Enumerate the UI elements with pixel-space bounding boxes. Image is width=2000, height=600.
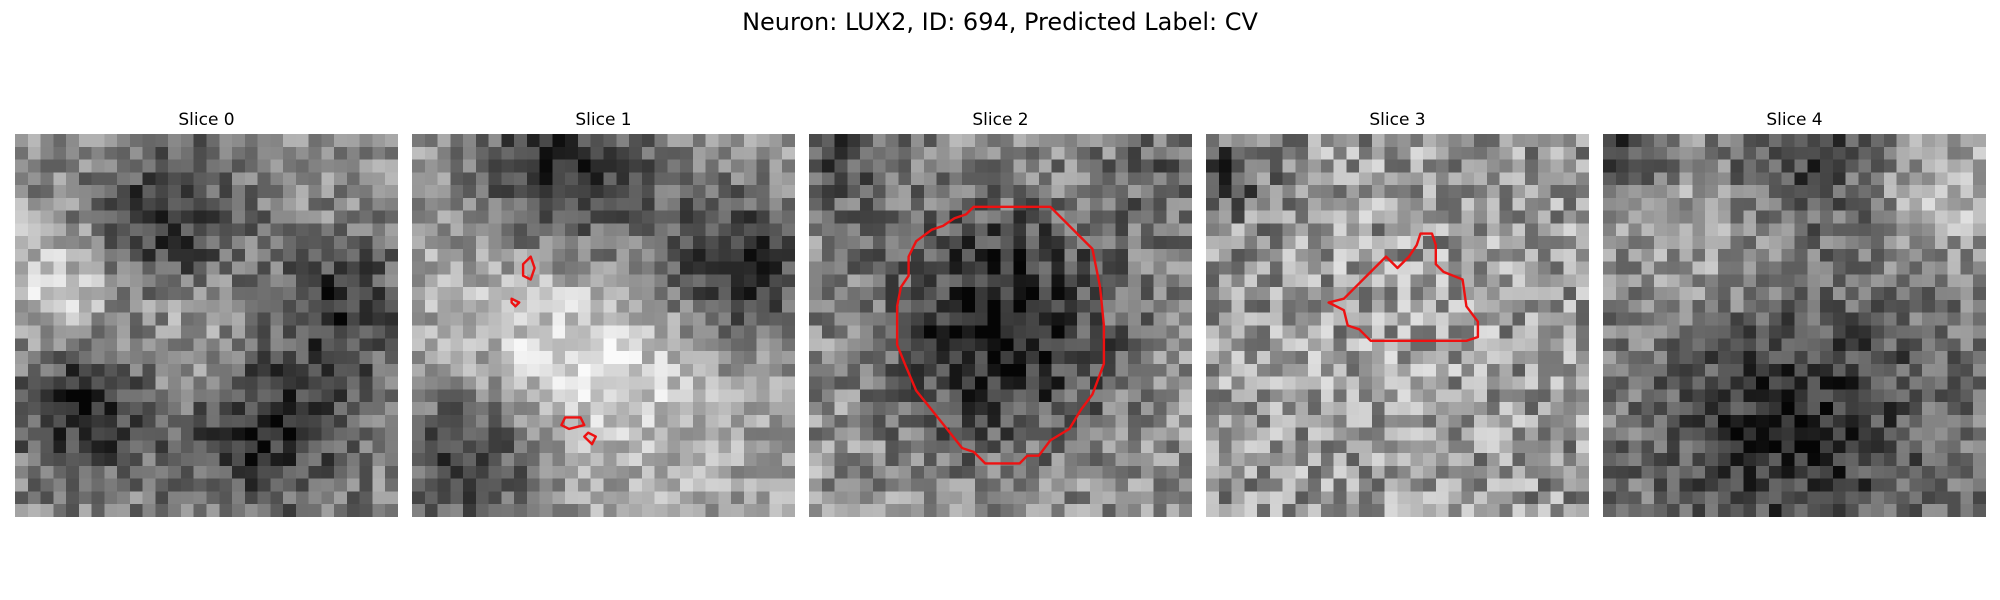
slice-image	[1603, 134, 1986, 517]
slice-title: Slice 1	[575, 110, 632, 130]
roi-contour	[560, 416, 586, 431]
slice-title: Slice 4	[1766, 110, 1823, 130]
roi-contour	[895, 205, 1106, 465]
roi-contour	[510, 297, 521, 308]
slice-pixels	[412, 134, 795, 517]
slice-image	[809, 134, 1192, 517]
contour-overlay	[1603, 134, 1986, 517]
roi-contour	[521, 255, 536, 281]
figure-title: Neuron: LUX2, ID: 694, Predicted Label: …	[742, 8, 1258, 36]
contour-overlay	[895, 205, 1106, 465]
slice-image	[15, 134, 398, 517]
roi-contour	[583, 431, 598, 446]
slice-image	[1206, 134, 1589, 517]
slice-panel-1: Slice 1	[412, 108, 795, 517]
slice-panel-4: Slice 4	[1603, 108, 1986, 517]
slice-panel-3: Slice 3	[1206, 108, 1589, 517]
contour-overlay	[1327, 232, 1480, 343]
slice-title: Slice 2	[972, 110, 1029, 130]
slice-panel-0: Slice 0	[15, 108, 398, 517]
slice-pixels	[15, 134, 398, 517]
slice-title: Slice 3	[1369, 110, 1426, 130]
slice-image	[412, 134, 795, 517]
slice-title: Slice 0	[178, 110, 235, 130]
contour-overlay	[15, 134, 398, 517]
slice-pixels	[809, 134, 1192, 517]
roi-contour	[1327, 232, 1480, 343]
slice-pixels	[1603, 134, 1986, 517]
slice-pixels	[1206, 134, 1589, 517]
contour-overlay	[510, 255, 598, 446]
slice-panel-2: Slice 2	[809, 108, 1192, 517]
